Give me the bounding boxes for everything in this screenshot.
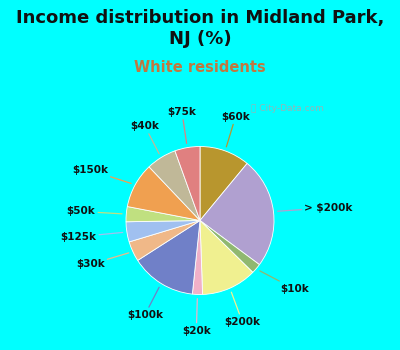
Text: $60k: $60k [221,112,250,147]
Wedge shape [192,220,202,294]
Text: $75k: $75k [168,107,196,144]
Text: $30k: $30k [76,253,129,270]
Wedge shape [175,147,200,220]
Text: $20k: $20k [182,299,211,336]
Text: $50k: $50k [66,206,122,216]
Wedge shape [126,220,200,242]
Text: $10k: $10k [260,271,308,294]
Text: $100k: $100k [127,287,163,320]
Text: $150k: $150k [72,165,131,183]
Wedge shape [127,167,200,220]
Wedge shape [200,147,247,220]
Text: ⓘ City-Data.com: ⓘ City-Data.com [251,104,324,113]
Wedge shape [129,220,200,260]
Wedge shape [138,220,200,294]
Text: > $200k: > $200k [278,203,353,213]
Text: $200k: $200k [224,292,260,327]
Wedge shape [200,220,260,272]
Text: Income distribution in Midland Park,
NJ (%): Income distribution in Midland Park, NJ … [16,9,384,48]
Wedge shape [149,151,200,220]
Text: White residents: White residents [134,60,266,75]
Text: $40k: $40k [130,121,159,154]
Wedge shape [200,163,274,265]
Wedge shape [200,220,253,294]
Wedge shape [126,206,200,222]
Text: $125k: $125k [60,232,123,242]
